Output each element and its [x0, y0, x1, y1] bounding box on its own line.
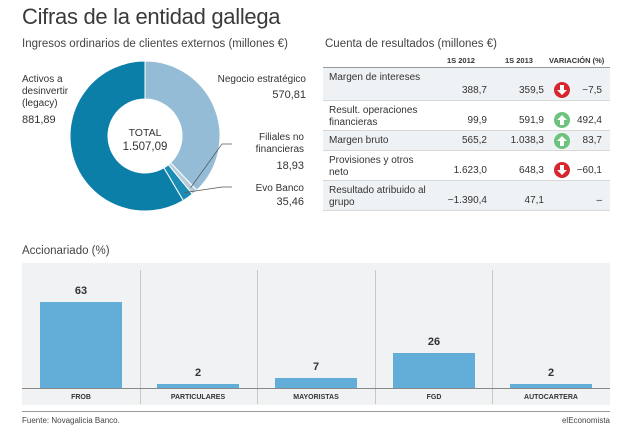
arrow-down-icon — [554, 82, 570, 98]
bar-mayoristas — [275, 378, 357, 388]
bar-category-label: PARTICULARES — [170, 394, 226, 401]
arrow-up-icon — [554, 112, 570, 128]
cell-2013: 648,3 — [518, 165, 544, 176]
bar-category-label: FROB — [71, 394, 91, 401]
pie-chart-svg — [69, 60, 232, 212]
cell-2013: 591,9 — [518, 115, 544, 126]
bar-fgd — [393, 353, 475, 388]
pie-value-evo: 35,46 — [276, 196, 304, 208]
results-table-title: Cuenta de resultados (millones €) — [325, 38, 497, 50]
column-header-2012: 1S 2012 — [447, 56, 475, 65]
pie-value-negocio: 570,81 — [272, 89, 306, 101]
row-label: Provisiones y otros neto — [329, 155, 414, 178]
table-row: Margen de intereses 388,7 359,5 −7,5 — [323, 68, 610, 101]
source-note: Fuente: Novagalicia Banco. — [22, 416, 120, 425]
pie-total-label: TOTAL — [128, 127, 162, 139]
bar-category-label: FGD — [426, 394, 442, 401]
column-header-2013: 1S 2013 — [505, 56, 533, 65]
bar-divider — [492, 270, 493, 404]
pie-label-legacy: Activos a desinvertir (legacy) — [22, 74, 69, 109]
bar-chart-baseline — [22, 388, 610, 389]
pie-value-filiales: 18,93 — [276, 160, 304, 172]
pie-value-legacy: 881,89 — [22, 114, 56, 126]
slice-activos-legacy — [69, 60, 184, 212]
bar-divider — [140, 270, 141, 404]
bar-particulares — [157, 384, 239, 388]
results-table-body: Margen de intereses 388,7 359,5 −7,5 Result.… — [323, 68, 610, 211]
cell-variation: 83,7 — [582, 135, 602, 146]
cell-2012: 388,7 — [461, 85, 487, 96]
cell-variation: −7,5 — [582, 85, 602, 96]
cell-2013: 1.038,3 — [510, 135, 544, 146]
brand-logo: elEconomista — [561, 416, 610, 425]
slice-negocio-estrategico — [144, 60, 221, 191]
bar-category-label: MAYORISTAS — [293, 394, 339, 401]
cell-variation: 492,4 — [576, 115, 602, 126]
cell-2012: 1.623,0 — [453, 165, 487, 176]
bar-frob — [40, 302, 122, 388]
cell-2012: 565,2 — [461, 135, 487, 146]
bar-autocartera — [510, 384, 592, 388]
cell-2012: −1.390,4 — [447, 195, 487, 206]
cell-2012: 99,9 — [467, 115, 487, 126]
row-label: Result. operaciones financieras — [329, 105, 418, 128]
pie-total-value: 1.507,09 — [122, 141, 168, 153]
table-row: Resultado atribuido al grupo −1.390,4 47,1… — [323, 181, 610, 211]
bar-value-label: 7 — [312, 361, 320, 373]
bar-divider — [257, 270, 258, 404]
arrow-up-icon — [554, 133, 570, 149]
table-row: Margen bruto 565,2 1.038,3 83,7 — [323, 131, 610, 151]
pie-label-filiales: Filiales no financieras — [255, 132, 304, 155]
bar-value-label: 63 — [74, 285, 88, 297]
table-row: Provisiones y otros neto 1.623,0 648,3 −60,… — [323, 151, 610, 181]
footer-divider — [22, 411, 610, 412]
bar-value-label: 2 — [547, 367, 555, 379]
bar-category-label: AUTOCARTERA — [524, 394, 578, 401]
bar-value-label: 26 — [427, 336, 441, 348]
arrow-down-icon — [554, 162, 570, 178]
row-label: Resultado atribuido al grupo — [329, 185, 426, 208]
pie-chart-title: Ingresos ordinarios de clientes externos… — [22, 38, 288, 50]
pie-leader-line — [190, 143, 232, 188]
results-table-header: 1S 2012 1S 2013 VARIACIÓN (%) — [323, 54, 610, 68]
bar-chart-title: Accionariado (%) — [22, 245, 110, 257]
pie-label-negocio: Negocio estratégico — [217, 74, 306, 85]
pie-chart: Activos a desinvertir (legacy) 881,89 Ne… — [0, 52, 320, 232]
cell-variation: – — [596, 195, 602, 206]
cell-variation: −60,1 — [576, 165, 602, 176]
table-row: Result. operaciones financieras 99,9 591,9… — [323, 101, 610, 131]
pie-leader-line — [184, 186, 232, 193]
pie-label-evo: Evo Banco — [255, 183, 304, 194]
bar-divider — [375, 270, 376, 404]
page-title: Cifras de la entidad gallega — [22, 4, 281, 29]
cell-2013: 359,5 — [518, 85, 544, 96]
bar-value-label: 2 — [194, 367, 202, 379]
row-label: Margen de intereses — [329, 72, 421, 83]
results-table: 1S 2012 1S 2013 VARIACIÓN (%) Margen de … — [323, 54, 610, 211]
row-label: Margen bruto — [329, 135, 389, 146]
cell-2013: 47,1 — [524, 195, 544, 206]
column-header-variation: VARIACIÓN (%) — [549, 56, 605, 65]
